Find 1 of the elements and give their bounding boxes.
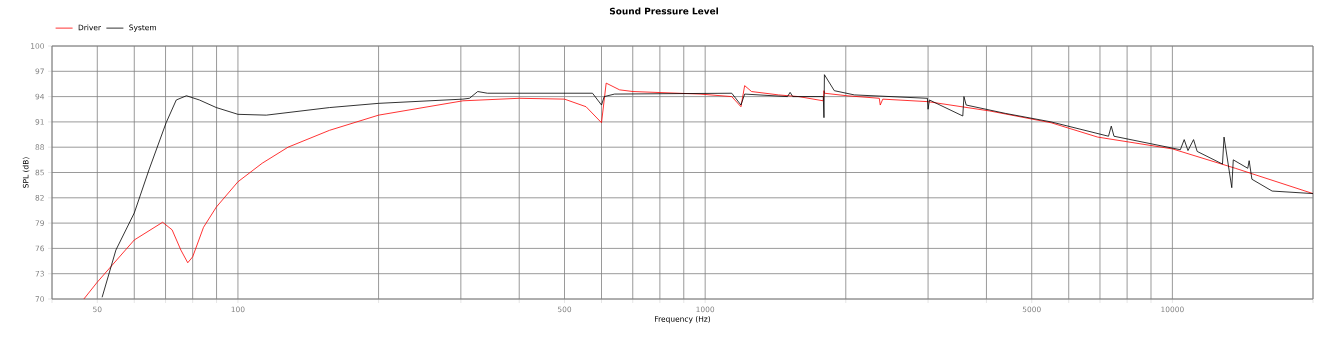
chart-title: Sound Pressure Level <box>609 7 718 15</box>
